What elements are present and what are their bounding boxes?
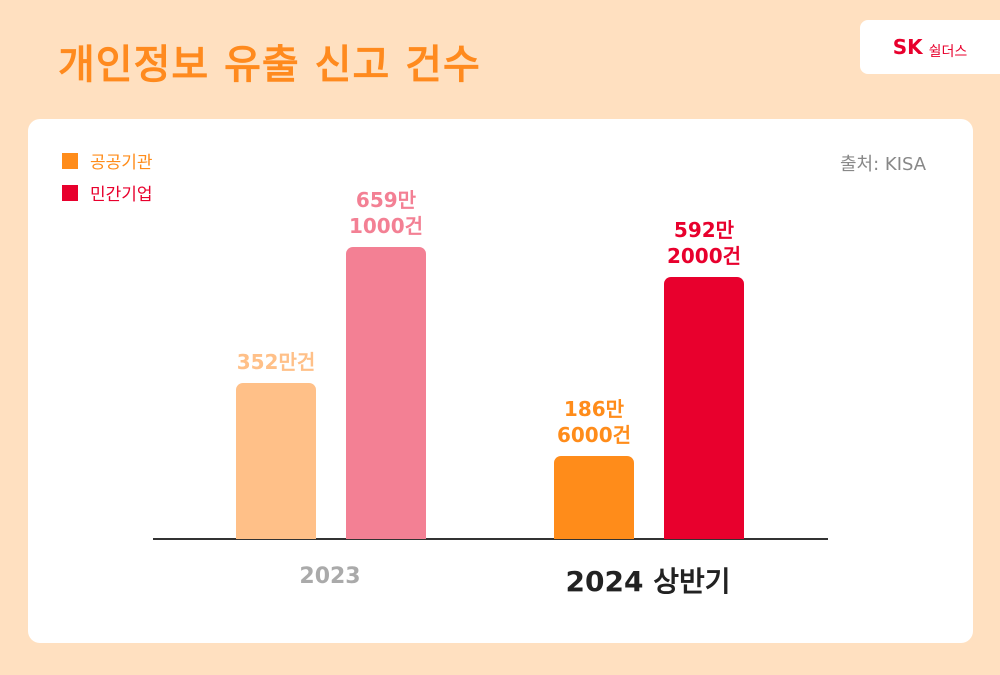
- logo-brand: SK: [892, 35, 923, 59]
- baseline: [153, 538, 828, 540]
- value-label: 592만 2000건: [666, 217, 742, 268]
- bar: [664, 276, 744, 539]
- bar: [554, 456, 634, 539]
- source: 출처: KISA: [840, 154, 927, 175]
- x-tick-label: 2024 상반기: [565, 565, 731, 598]
- value-label: 659만 1000건: [348, 188, 424, 238]
- legend-label: 공공기관: [90, 153, 153, 173]
- chart-card: [28, 119, 973, 643]
- logo-name: 쉴더스: [928, 44, 968, 60]
- logo: SK 쉴더스: [860, 20, 1000, 74]
- legend-label: 민간기업: [90, 185, 153, 205]
- legend-swatch: [62, 184, 78, 201]
- legend-swatch: [62, 152, 78, 169]
- value-label: 186만 6000건: [556, 397, 632, 448]
- title: 개인정보 유출 신고 건수: [58, 42, 481, 88]
- bar: [346, 247, 426, 539]
- x-tick-label: 2023: [299, 564, 361, 589]
- bar: [236, 383, 316, 539]
- legend-item: 공공기관: [62, 148, 153, 173]
- value-label: 352만건: [236, 350, 316, 375]
- legend-item: 민간기업: [62, 180, 153, 205]
